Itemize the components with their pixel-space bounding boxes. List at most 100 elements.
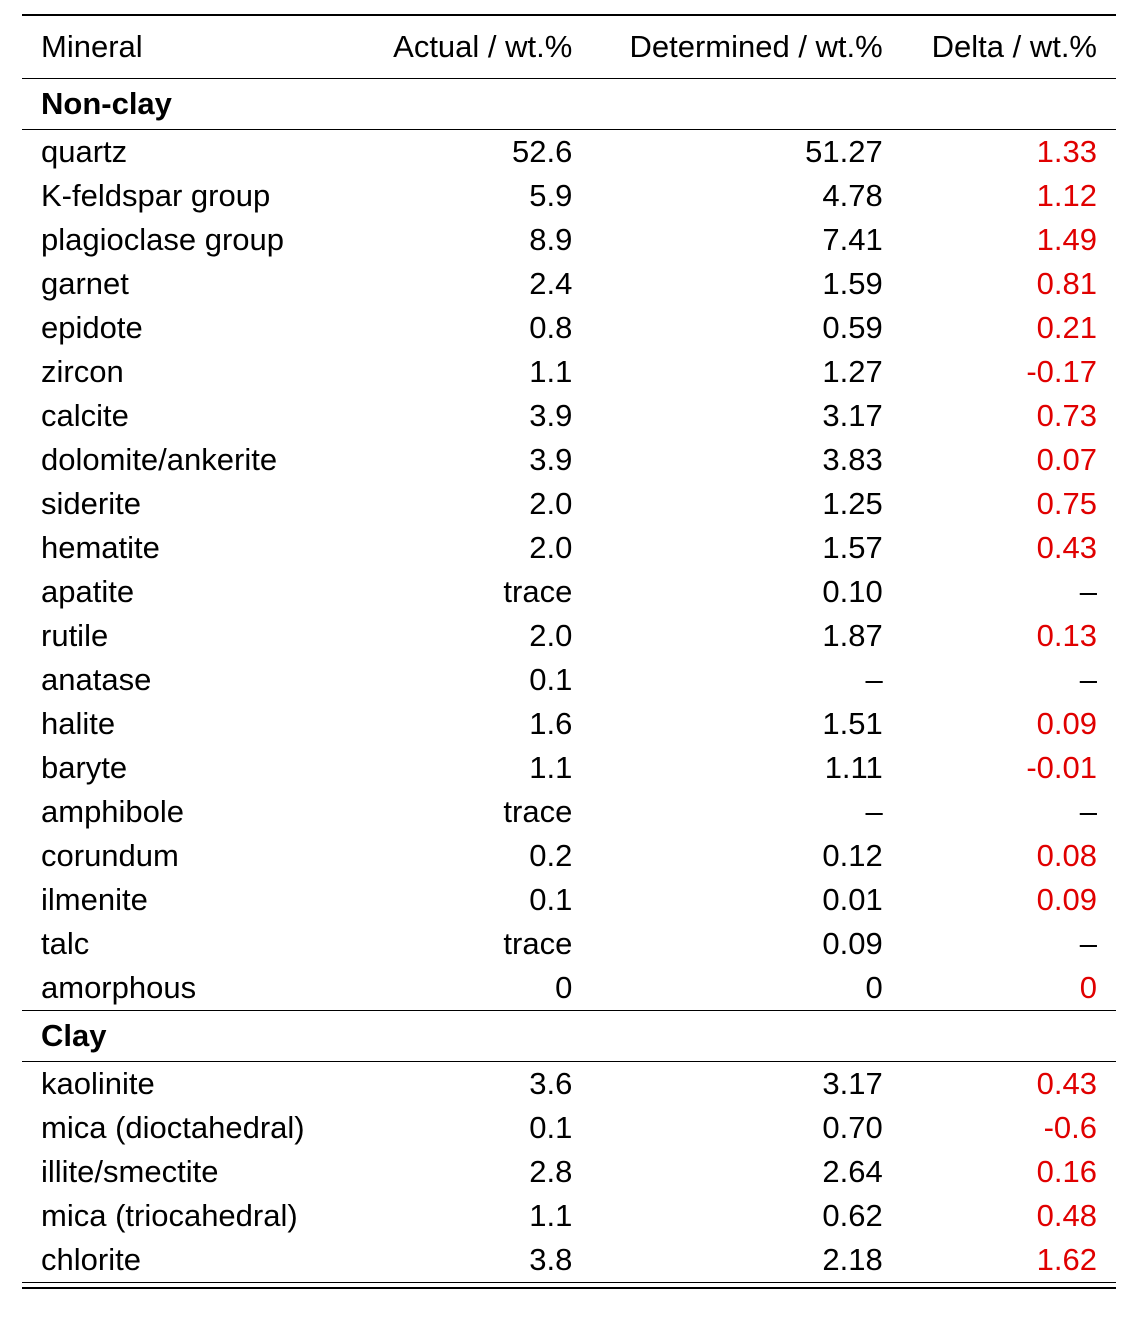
- actual-cell: trace: [503, 574, 573, 609]
- mineral-cell: amphibole: [41, 794, 185, 829]
- mineral-cell: quartz: [41, 134, 128, 169]
- mineral-cell: halite: [41, 706, 116, 741]
- table-bottom-rule: [22, 1287, 1116, 1289]
- mineral-cell: illite/smectite: [41, 1154, 219, 1189]
- delta-cell: 0.08: [1036, 838, 1097, 873]
- delta-cell: –: [1079, 662, 1097, 697]
- delta-cell: 1.62: [882, 1238, 1116, 1283]
- actual-cell: 0.1: [529, 662, 573, 697]
- table-row: calcite 3.9 3.17 0.73: [22, 394, 1116, 438]
- actual-cell: 1.6: [529, 706, 573, 741]
- actual-cell: 52.6: [511, 134, 573, 169]
- delta-cell: 0.07: [1036, 442, 1097, 477]
- actual-cell: 3.6: [529, 1066, 573, 1101]
- table-body: Non-clay quartz 52.6 51.27 1.33 K-feldspar gr…: [22, 78, 1116, 1283]
- determined-cell: 7.41: [822, 222, 883, 257]
- table-row: ilmenite 0.1 0.01 0.09: [22, 878, 1116, 922]
- mineral-cell: talc: [41, 926, 90, 961]
- table-row: talc trace 0.09 –: [22, 922, 1116, 966]
- mineral-cell: kaolinite: [41, 1066, 155, 1101]
- delta-cell: 0.73: [1036, 398, 1097, 433]
- table-row: mica (dioctahedral) 0.1 0.70 -0.6: [22, 1106, 1116, 1150]
- determined-cell: 2.64: [822, 1154, 883, 1189]
- mineral-cell: chlorite: [22, 1238, 366, 1283]
- determined-cell: 3.17: [822, 1066, 883, 1101]
- mineral-cell: dolomite/ankerite: [41, 442, 278, 477]
- delta-cell: -0.6: [1043, 1110, 1097, 1145]
- table-row: illite/smectite 2.8 2.64 0.16: [22, 1150, 1116, 1194]
- mineral-cell: amorphous: [41, 970, 197, 1005]
- determined-cell: 0.62: [822, 1198, 883, 1233]
- mineral-cell: baryte: [41, 750, 128, 785]
- table-row: anatase 0.1 – –: [22, 658, 1116, 702]
- delta-cell: –: [1079, 926, 1097, 961]
- delta-cell: 0.81: [1036, 266, 1097, 301]
- table-row: K-feldspar group 5.9 4.78 1.12: [22, 174, 1116, 218]
- actual-cell: 2.8: [529, 1154, 573, 1189]
- actual-cell: 8.9: [529, 222, 573, 257]
- delta-cell: 0.43: [1036, 530, 1097, 565]
- determined-cell: 0.12: [822, 838, 883, 873]
- section-header-non-clay: Non-clay: [22, 78, 1116, 130]
- actual-cell: 1.1: [529, 1198, 573, 1233]
- table-row: amorphous 0 0 0: [22, 966, 1116, 1011]
- mineral-cell: hematite: [41, 530, 160, 565]
- table-row: siderite 2.0 1.25 0.75: [22, 482, 1116, 526]
- table-row: hematite 2.0 1.57 0.43: [22, 526, 1116, 570]
- actual-cell: trace: [503, 926, 573, 961]
- table-row: rutile 2.0 1.87 0.13: [22, 614, 1116, 658]
- mineral-cell: mica (dioctahedral): [41, 1110, 305, 1145]
- mineral-cell: mica (triocahedral): [41, 1198, 298, 1233]
- delta-cell: –: [1079, 794, 1097, 829]
- determined-cell: 1.57: [822, 530, 883, 565]
- mineral-composition-table: Mineral Actual / wt.% Determined / wt.% …: [22, 14, 1116, 1283]
- delta-cell: 0.13: [1036, 618, 1097, 653]
- actual-cell: 0: [555, 970, 573, 1005]
- section-header-clay: Clay: [22, 1010, 1116, 1062]
- header-actual: Actual / wt.%: [365, 14, 573, 79]
- determined-cell: 0.09: [822, 926, 883, 961]
- delta-cell: 0.43: [1036, 1066, 1097, 1101]
- mineral-cell: epidote: [41, 310, 143, 345]
- delta-cell: 0.09: [1036, 882, 1097, 917]
- actual-cell: 1.1: [529, 354, 573, 389]
- header-delta: Delta / wt.%: [882, 14, 1116, 79]
- determined-cell: 0.59: [822, 310, 883, 345]
- determined-cell: 3.17: [822, 398, 883, 433]
- determined-cell: –: [865, 794, 883, 829]
- mineral-cell: anatase: [41, 662, 152, 697]
- actual-cell: 2.0: [529, 618, 573, 653]
- header-mineral: Mineral: [22, 14, 366, 79]
- mineral-cell: apatite: [41, 574, 135, 609]
- actual-cell: 0.1: [529, 1110, 573, 1145]
- table-row: dolomite/ankerite 3.9 3.83 0.07: [22, 438, 1116, 482]
- delta-cell: 0.16: [1036, 1154, 1097, 1189]
- actual-cell: trace: [503, 794, 573, 829]
- table-row: zircon 1.1 1.27 -0.17: [22, 350, 1116, 394]
- table-row: amphibole trace – –: [22, 790, 1116, 834]
- delta-cell: 1.12: [1036, 178, 1097, 213]
- determined-cell: 51.27: [805, 134, 883, 169]
- section-title: Clay: [22, 1010, 1116, 1062]
- determined-cell: 1.87: [822, 618, 883, 653]
- mineral-cell: garnet: [41, 266, 129, 301]
- delta-cell: 0: [1079, 970, 1097, 1005]
- determined-cell: 0.10: [822, 574, 883, 609]
- table-row: mica (triocahedral) 1.1 0.62 0.48: [22, 1194, 1116, 1238]
- table-row: kaolinite 3.6 3.17 0.43: [22, 1062, 1116, 1107]
- determined-cell: 0: [865, 970, 883, 1005]
- determined-cell: 1.59: [822, 266, 883, 301]
- determined-cell: –: [865, 662, 883, 697]
- delta-cell: 1.49: [1036, 222, 1097, 257]
- actual-cell: 1.1: [529, 750, 573, 785]
- mineral-cell: K-feldspar group: [41, 178, 271, 213]
- mineral-cell: calcite: [41, 398, 129, 433]
- delta-cell: -0.01: [1026, 750, 1097, 785]
- actual-cell: 5.9: [529, 178, 573, 213]
- actual-cell: 3.9: [529, 442, 573, 477]
- actual-cell: 2.0: [529, 530, 573, 565]
- determined-cell: 1.25: [822, 486, 883, 521]
- delta-cell: 0.48: [1036, 1198, 1097, 1233]
- actual-cell: 2.0: [529, 486, 573, 521]
- header-determined: Determined / wt.%: [572, 14, 883, 79]
